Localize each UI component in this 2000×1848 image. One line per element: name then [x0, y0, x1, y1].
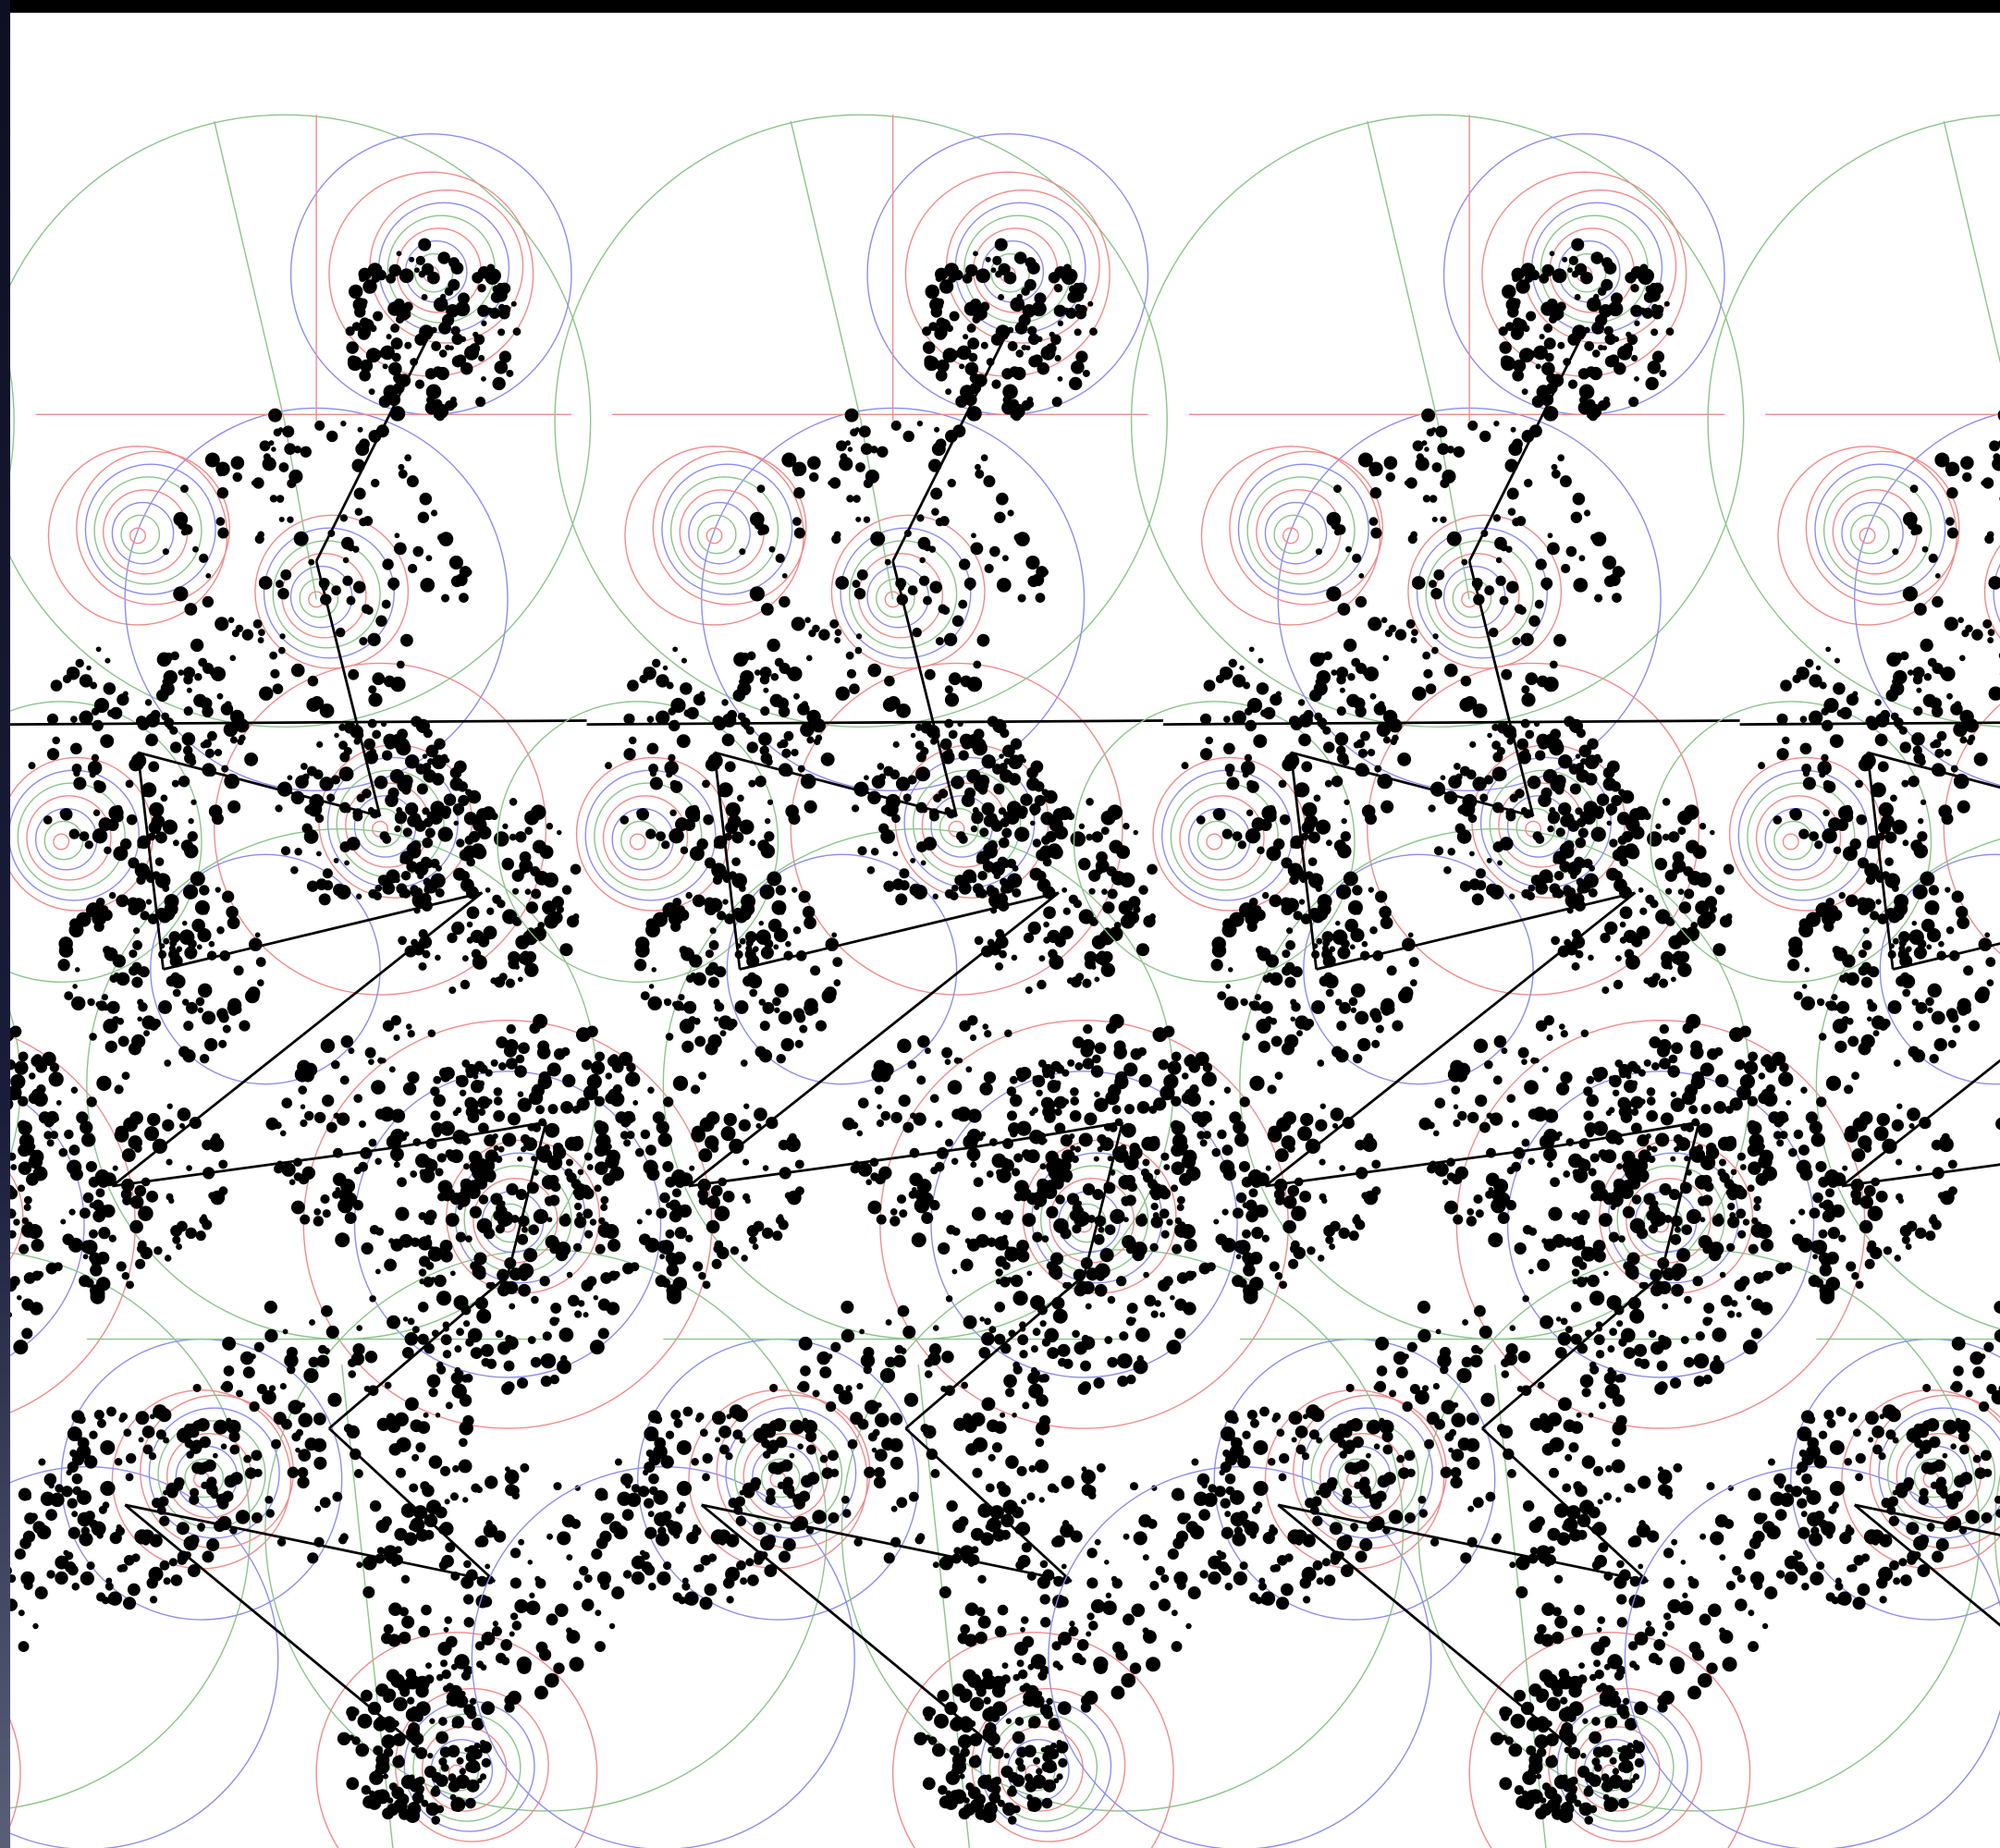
top-bar — [0, 0, 2000, 13]
page: (() => { const svg = document.getElement… — [0, 0, 2000, 1848]
fractal-view — [0, 0, 2000, 1848]
left-edge — [0, 0, 10, 1848]
